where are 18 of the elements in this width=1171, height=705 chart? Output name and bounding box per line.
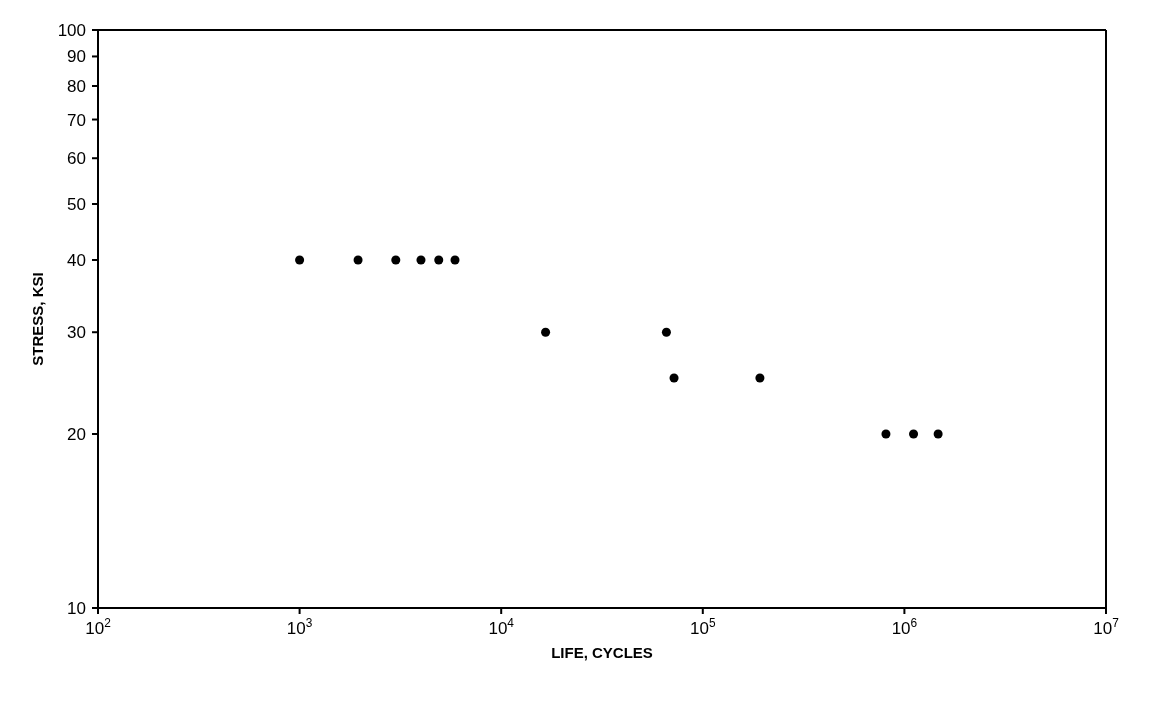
y-axis-title: STRESS, KSI [29, 272, 47, 366]
y-tick-label: 10 [67, 599, 86, 618]
y-tick-label: 60 [67, 149, 86, 169]
x-tick-label: 10$^{4}$ [488, 616, 515, 638]
x-tick-label: 10$^{5}$ [690, 616, 716, 638]
x-tick-label: 10$^{7}$ [1093, 616, 1120, 638]
y-tick-label: 20 [67, 425, 86, 444]
x-tick-label: 10$^{6}$ [891, 616, 918, 638]
y-tick-label: 90 [67, 47, 86, 67]
y-tick-label: 30 [67, 323, 86, 343]
y-tick-label: 70 [67, 110, 86, 130]
y-tick-label: 50 [67, 195, 86, 214]
x-tick-label: 10$^{2}$ [85, 616, 112, 638]
y-tick-label: 40 [67, 251, 86, 271]
y-tick-label: 100 [57, 21, 86, 40]
y-tick-label: 80 [67, 77, 86, 97]
x-axis-title: LIFE, CYCLES [551, 644, 653, 661]
x-tick-label: 10$^{3}$ [286, 616, 313, 638]
